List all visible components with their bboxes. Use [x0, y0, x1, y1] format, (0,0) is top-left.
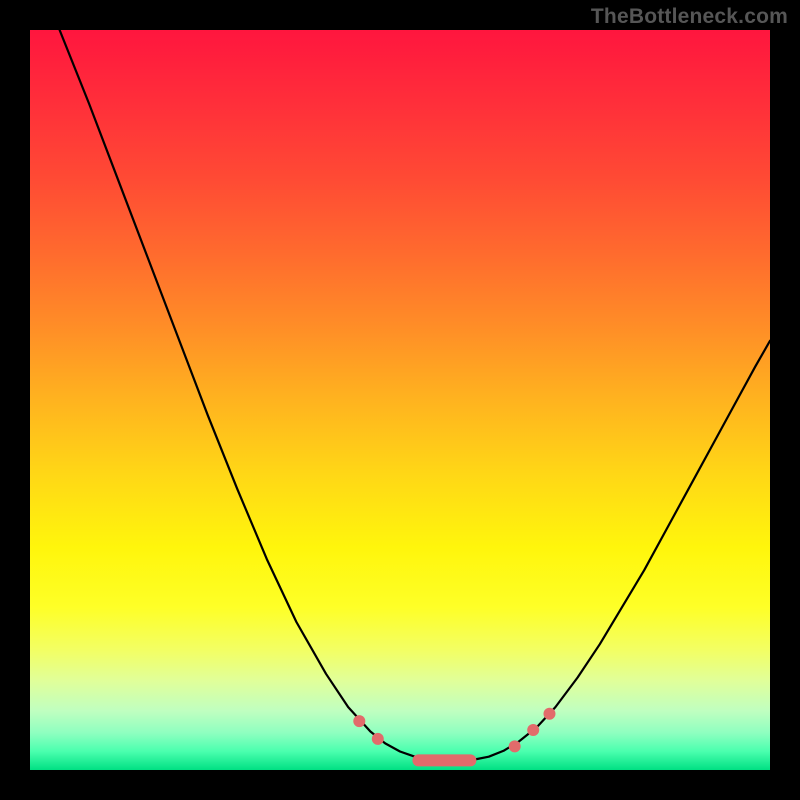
- curve-marker-dot: [372, 733, 384, 745]
- gradient-background: [30, 30, 770, 770]
- curve-marker-dot: [353, 715, 365, 727]
- chart-frame: TheBottleneck.com: [0, 0, 800, 800]
- plot-area: [30, 30, 770, 770]
- curve-marker-dot: [527, 724, 539, 736]
- watermark-text: TheBottleneck.com: [591, 5, 788, 29]
- curve-marker-pill: [412, 754, 476, 766]
- curve-marker-dot: [543, 708, 555, 720]
- curve-marker-dot: [509, 740, 521, 752]
- bottleneck-curve-chart: [30, 30, 770, 770]
